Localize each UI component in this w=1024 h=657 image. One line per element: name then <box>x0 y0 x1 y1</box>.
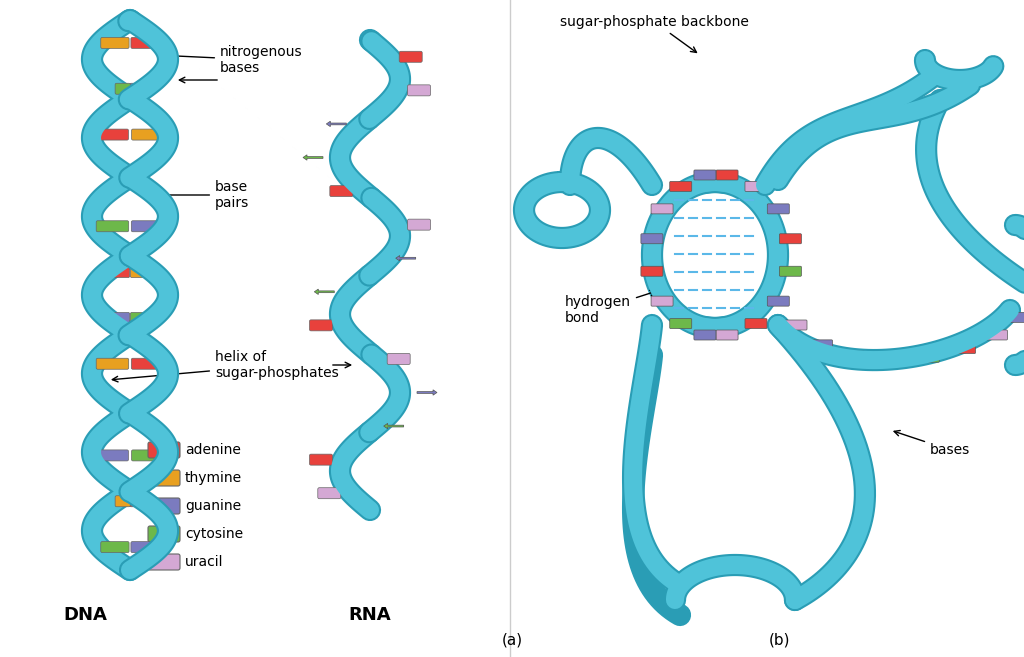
FancyBboxPatch shape <box>641 234 663 244</box>
FancyBboxPatch shape <box>100 541 129 553</box>
FancyBboxPatch shape <box>843 351 865 361</box>
FancyBboxPatch shape <box>694 170 716 180</box>
FancyBboxPatch shape <box>670 319 692 328</box>
Text: cytosine: cytosine <box>185 527 243 541</box>
FancyBboxPatch shape <box>131 37 160 49</box>
Text: sugar-phosphate backbone: sugar-phosphate backbone <box>560 15 749 53</box>
FancyBboxPatch shape <box>130 83 144 94</box>
FancyBboxPatch shape <box>130 267 153 278</box>
FancyBboxPatch shape <box>785 320 807 330</box>
Text: adenine: adenine <box>185 443 241 457</box>
Text: hydrogen
bond: hydrogen bond <box>565 290 656 325</box>
FancyBboxPatch shape <box>953 344 976 353</box>
FancyBboxPatch shape <box>148 554 180 570</box>
FancyBboxPatch shape <box>330 185 353 196</box>
FancyBboxPatch shape <box>129 175 136 186</box>
FancyBboxPatch shape <box>641 266 663 276</box>
FancyBboxPatch shape <box>1022 220 1024 230</box>
FancyBboxPatch shape <box>670 181 692 191</box>
Text: uracil: uracil <box>185 555 223 569</box>
FancyBboxPatch shape <box>131 450 166 461</box>
FancyBboxPatch shape <box>779 266 802 276</box>
FancyBboxPatch shape <box>880 355 901 365</box>
Text: thymine: thymine <box>185 471 242 485</box>
FancyBboxPatch shape <box>94 129 128 140</box>
FancyBboxPatch shape <box>148 470 180 486</box>
FancyBboxPatch shape <box>399 51 422 62</box>
FancyBboxPatch shape <box>317 487 341 499</box>
Text: helix of
sugar-phosphates: helix of sugar-phosphates <box>113 350 339 382</box>
FancyBboxPatch shape <box>779 234 802 244</box>
FancyBboxPatch shape <box>985 330 1008 340</box>
Text: bases: bases <box>894 430 971 457</box>
FancyBboxPatch shape <box>767 204 790 214</box>
FancyBboxPatch shape <box>108 267 130 278</box>
FancyBboxPatch shape <box>148 442 180 458</box>
FancyBboxPatch shape <box>130 313 153 323</box>
FancyBboxPatch shape <box>651 204 673 214</box>
FancyBboxPatch shape <box>129 404 136 415</box>
FancyBboxPatch shape <box>651 296 673 306</box>
FancyBboxPatch shape <box>745 319 767 328</box>
FancyBboxPatch shape <box>811 340 833 350</box>
Text: DNA: DNA <box>63 606 106 624</box>
FancyBboxPatch shape <box>96 221 129 232</box>
FancyBboxPatch shape <box>148 498 180 514</box>
FancyBboxPatch shape <box>108 313 130 323</box>
FancyBboxPatch shape <box>767 296 790 306</box>
FancyBboxPatch shape <box>309 320 333 331</box>
FancyBboxPatch shape <box>131 358 164 369</box>
FancyBboxPatch shape <box>124 175 131 186</box>
FancyBboxPatch shape <box>115 83 130 94</box>
FancyBboxPatch shape <box>124 404 131 415</box>
FancyBboxPatch shape <box>309 454 333 465</box>
FancyBboxPatch shape <box>918 352 939 362</box>
FancyBboxPatch shape <box>115 496 130 507</box>
Text: base
pairs: base pairs <box>160 180 249 210</box>
Text: guanine: guanine <box>185 499 241 513</box>
FancyBboxPatch shape <box>100 37 129 49</box>
FancyBboxPatch shape <box>387 353 411 365</box>
Text: (b): (b) <box>769 633 791 648</box>
Text: nitrogenous
bases: nitrogenous bases <box>160 45 303 75</box>
FancyBboxPatch shape <box>694 330 716 340</box>
FancyBboxPatch shape <box>408 85 430 96</box>
FancyBboxPatch shape <box>131 541 160 553</box>
FancyBboxPatch shape <box>96 358 129 369</box>
FancyBboxPatch shape <box>94 450 128 461</box>
Text: (a): (a) <box>502 633 522 648</box>
FancyBboxPatch shape <box>408 219 430 230</box>
FancyBboxPatch shape <box>745 181 767 191</box>
FancyBboxPatch shape <box>148 526 180 542</box>
FancyBboxPatch shape <box>716 330 738 340</box>
FancyBboxPatch shape <box>131 221 164 232</box>
FancyBboxPatch shape <box>716 170 738 180</box>
FancyBboxPatch shape <box>131 129 166 140</box>
FancyBboxPatch shape <box>130 496 144 507</box>
FancyBboxPatch shape <box>1010 313 1024 323</box>
Text: RNA: RNA <box>349 606 391 624</box>
